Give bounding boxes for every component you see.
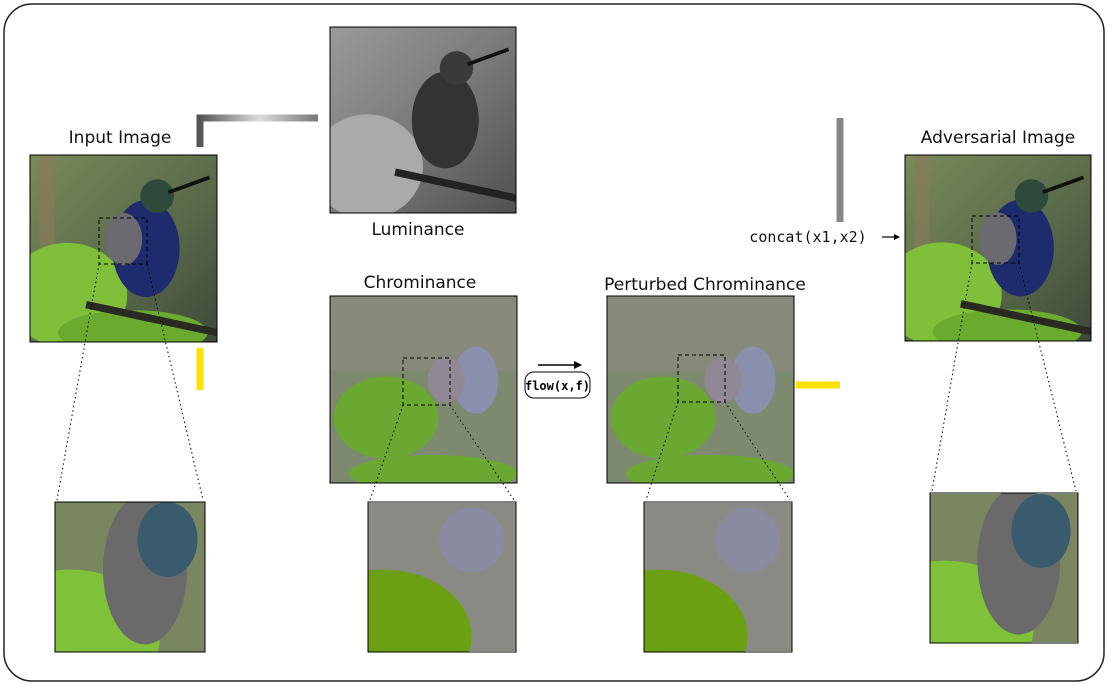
- perturbed-zoom: [570, 503, 792, 685]
- concat-label: concat(x1,x2): [749, 228, 866, 246]
- chrominance-image: [330, 296, 517, 492]
- arrow-head: [574, 361, 582, 369]
- panel-label: Perturbed Chrominance: [604, 275, 806, 295]
- chrominance-zoom: [294, 503, 516, 685]
- panel-label: Adversarial Image: [921, 128, 1075, 148]
- adversarial-image: [883, 155, 1091, 354]
- panel-label: Luminance: [371, 220, 464, 240]
- diagram: Input Image Luminance Chrominance Pertur…: [0, 0, 1108, 685]
- adversarial-zoom: [856, 487, 1078, 685]
- luminance-image: [311, 27, 516, 219]
- input-image: [8, 155, 217, 355]
- flow-label: flow(x,f): [525, 379, 590, 393]
- luminance-connector: [200, 118, 318, 147]
- panel-label: Input Image: [69, 128, 172, 148]
- arrow-head: [894, 234, 900, 240]
- input-zoom: [0, 495, 205, 685]
- panel-label: Chrominance: [364, 273, 477, 293]
